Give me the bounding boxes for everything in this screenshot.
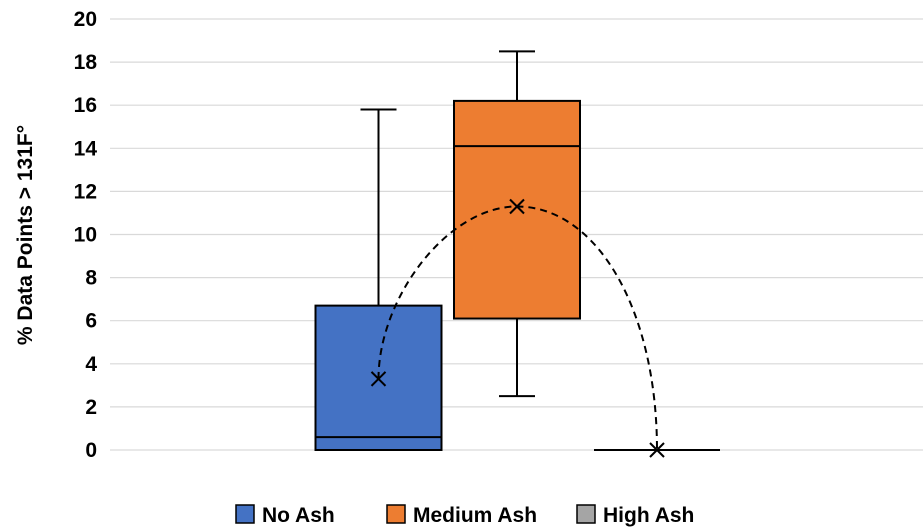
legend-item-no-ash: No Ash — [236, 504, 335, 527]
y-tick-label: 8 — [85, 267, 97, 290]
y-tick-label: 12 — [74, 180, 97, 203]
boxes — [316, 51, 721, 457]
y-tick-label: 2 — [85, 396, 97, 419]
y-tick-label: 4 — [85, 353, 97, 376]
legend-label: High Ash — [603, 504, 694, 527]
iqr-box — [454, 101, 580, 319]
legend-label: Medium Ash — [413, 504, 537, 527]
legend-item-high-ash: High Ash — [577, 504, 694, 527]
legend-swatch — [236, 505, 254, 523]
y-tick-label: 6 — [85, 310, 97, 333]
y-axis-title: % Data Points > 131F° — [14, 125, 37, 345]
legend: No Ash Medium Ash High Ash — [236, 504, 694, 527]
y-tick-label: 0 — [85, 439, 97, 462]
legend-swatch — [577, 505, 595, 523]
box-no-ash — [316, 110, 442, 450]
legend-swatch — [387, 505, 405, 523]
legend-label: No Ash — [262, 504, 335, 527]
y-axis-ticks: 0 2 4 6 8 10 12 14 16 18 20 — [74, 8, 98, 462]
box-medium-ash — [454, 51, 580, 396]
y-tick-label: 10 — [74, 224, 97, 247]
y-tick-label: 14 — [74, 137, 98, 160]
y-tick-label: 20 — [74, 8, 97, 31]
legend-item-medium-ash: Medium Ash — [387, 504, 537, 527]
y-tick-label: 18 — [74, 51, 98, 74]
y-tick-label: 16 — [74, 94, 97, 117]
